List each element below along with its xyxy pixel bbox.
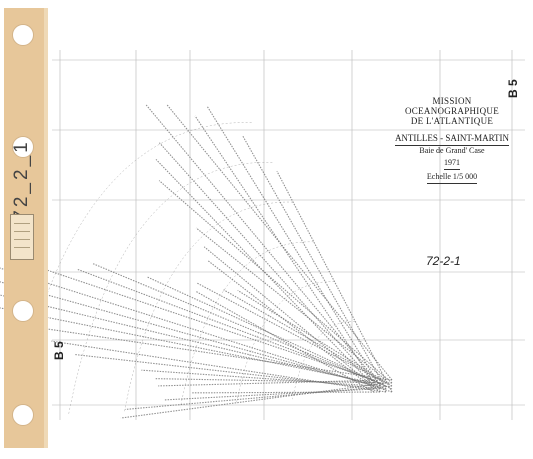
binding-tape-edge (44, 8, 48, 448)
sounding-line (0, 281, 387, 390)
sounding-line (120, 382, 387, 419)
region-title: ANTILLES - SAINT-MARTIN (386, 132, 518, 146)
sounding-line (194, 115, 375, 384)
cross-track (68, 162, 273, 416)
sounding-line (92, 263, 387, 387)
sounding-line (237, 289, 393, 387)
sounding-line (0, 267, 393, 393)
scale-label: Echelle 1/5 000 (386, 172, 518, 184)
sounding-line (158, 180, 393, 384)
sounding-line (75, 354, 381, 390)
cross-track (236, 281, 335, 404)
sounding-line (125, 385, 393, 410)
punch-hole-icon (12, 136, 34, 158)
survey-year: 1971 (386, 158, 518, 170)
ocean-title: DE L'ATLANTIQUE (410, 116, 494, 126)
sounding-line (145, 104, 387, 393)
tape-label-icon (10, 214, 34, 260)
punch-hole-icon (12, 24, 34, 46)
sounding-line (147, 276, 393, 390)
sounding-line (196, 282, 381, 381)
cross-track (12, 122, 252, 420)
place-title: Baie de Grand' Case (419, 146, 485, 155)
title-block: MISSION OCEANOGRAPHIQUE DE L'ATLANTIQUE … (386, 96, 518, 184)
sounding-line (31, 326, 393, 381)
sounding-line (191, 391, 381, 394)
punch-hole-icon (12, 404, 34, 426)
sounding-line (51, 340, 387, 393)
sounding-line (195, 290, 375, 393)
sounding-line (141, 369, 375, 387)
sounding-line (203, 246, 381, 393)
tape-code: 72_2_1 (11, 139, 32, 221)
map-code: 72-2-1 (426, 254, 461, 268)
cross-track (180, 241, 314, 408)
sounding-line (206, 106, 381, 387)
sounding-line (25, 262, 375, 381)
sounding-line (158, 379, 387, 387)
sounding-tracks (0, 104, 393, 420)
sounding-line (195, 227, 387, 381)
graticule-grid (52, 50, 525, 420)
sheet-id: B 5 (52, 341, 66, 360)
sounding-line (76, 268, 381, 384)
sheet-id: B 5 (506, 79, 520, 98)
cross-track (292, 321, 356, 400)
sounding-line (242, 135, 387, 390)
punch-hole-icon (12, 300, 34, 322)
sounding-line (0, 294, 381, 387)
mission-title: MISSION OCEANOGRAPHIQUE (405, 96, 499, 116)
sounding-line (158, 142, 381, 390)
cross-track (124, 201, 294, 412)
